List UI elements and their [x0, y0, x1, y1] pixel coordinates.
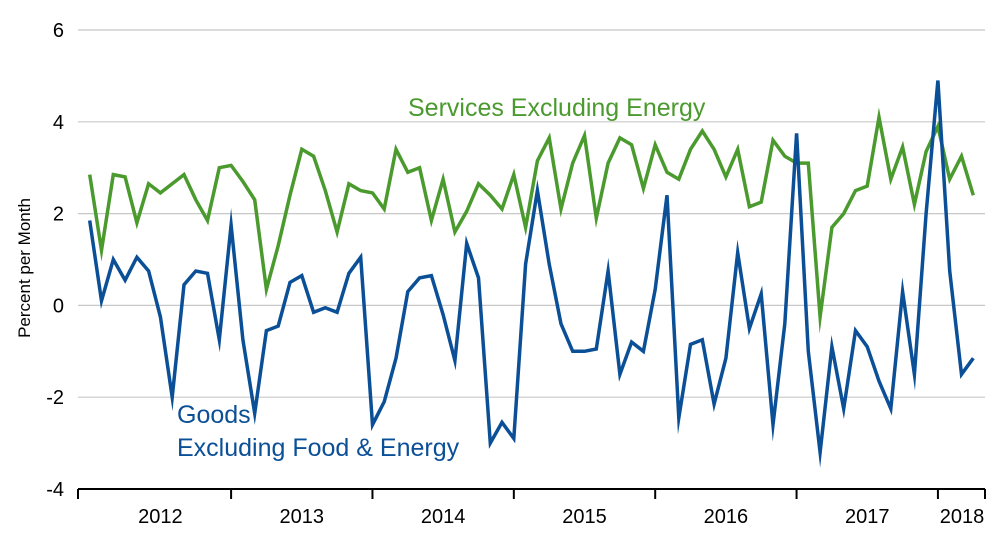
x-tick-label-2016: 2016 [704, 506, 749, 528]
goods-series-line [87, 80, 975, 468]
y-tick-label: -2 [46, 387, 64, 409]
x-tick-label-2017: 2017 [845, 506, 890, 528]
x-tick-label-2014: 2014 [421, 506, 466, 528]
goods-series-label-line2: Excluding Food & Energy [177, 434, 460, 462]
x-tick-label-2015: 2015 [562, 506, 607, 528]
y-tick-label: 4 [53, 112, 64, 134]
y-tick-label: 6 [53, 20, 64, 42]
services-series-label: Services Excluding Energy [408, 94, 706, 122]
x-axis: 2012 2013 2014 2015 2016 2017 2018 [77, 488, 986, 528]
y-tick-label: 0 [53, 295, 64, 317]
y-tick-label: 2 [53, 204, 64, 226]
y-axis-label: Percent per Month [15, 198, 34, 338]
y-tick-label: -4 [46, 479, 64, 501]
goods-series-label-line1: Goods [177, 401, 251, 429]
x-tick-label-2013: 2013 [280, 506, 325, 528]
y-axis-tick-labels: -4 -2 0 2 4 6 [46, 20, 64, 501]
gridlines [78, 29, 985, 398]
series-lines [87, 80, 975, 468]
x-tick-label-2012: 2012 [138, 506, 183, 528]
x-tick-label-2018: 2018 [940, 506, 985, 528]
services-series-line [87, 107, 975, 334]
